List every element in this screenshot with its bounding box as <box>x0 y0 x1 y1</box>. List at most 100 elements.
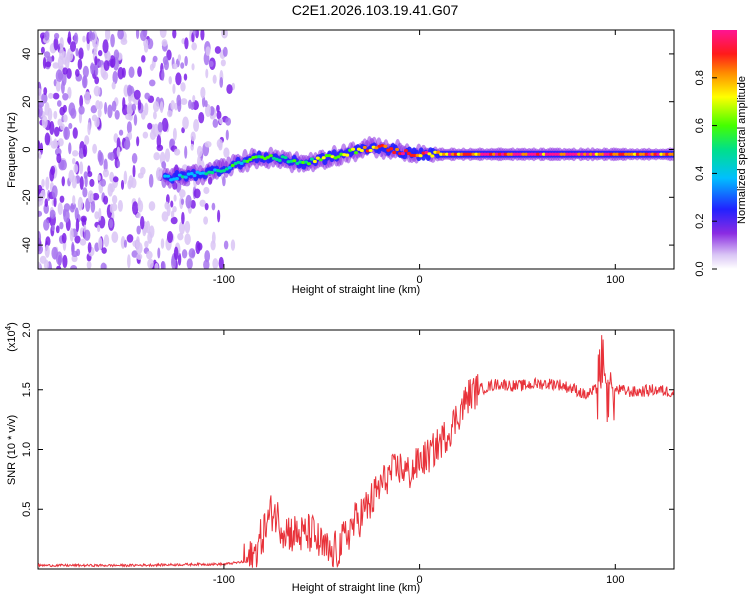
noise-blob <box>143 43 149 53</box>
ridge-core <box>594 152 599 156</box>
ridge-core <box>210 171 215 175</box>
noise-blob <box>128 175 134 188</box>
noise-blob <box>220 59 226 67</box>
noise-blob <box>133 89 141 100</box>
noise-blob <box>166 230 174 243</box>
ridge-core <box>524 152 529 156</box>
noise-blob <box>198 111 205 124</box>
svg-text:(x104): (x104) <box>4 322 18 352</box>
noise-blob <box>42 56 47 69</box>
snr-frame <box>37 329 675 570</box>
noise-blob <box>204 104 212 118</box>
ridge-core <box>354 151 358 155</box>
noise-blob <box>87 165 91 174</box>
noise-blob <box>112 176 119 183</box>
snr-y-tick-label: 2.0 <box>21 322 33 337</box>
noise-blob <box>147 258 154 269</box>
noise-blob <box>73 32 79 45</box>
noise-blob <box>212 118 219 128</box>
ridge-core <box>447 152 452 156</box>
noise-blob <box>148 173 154 188</box>
noise-blob <box>107 183 114 197</box>
ridge-core <box>580 152 585 156</box>
noise-blob <box>62 254 68 269</box>
snr-x-tick-label: 100 <box>606 574 624 586</box>
noise-blob <box>75 48 79 57</box>
ridge-core <box>538 152 543 156</box>
noise-blob <box>164 148 171 163</box>
noise-blob <box>40 46 45 54</box>
spectrogram-x-axis-title: Height of straight line (km) <box>292 284 420 296</box>
ridge-core <box>506 152 511 156</box>
spectrogram-y-tick-label: 40 <box>21 48 33 60</box>
ridge-mid <box>425 153 431 161</box>
noise-blob <box>51 224 55 232</box>
noise-blob <box>188 99 192 109</box>
noise-blob <box>94 55 98 66</box>
noise-blob <box>117 30 124 40</box>
noise-blob <box>141 55 146 63</box>
noise-blob <box>111 231 119 243</box>
noise-blob <box>222 46 228 57</box>
noise-blob <box>103 158 108 173</box>
noise-blob <box>175 72 182 86</box>
noise-blob <box>92 192 100 201</box>
noise-blob <box>216 104 220 113</box>
noise-blob <box>92 143 98 154</box>
ridge-core <box>166 174 171 178</box>
noise-blob <box>178 189 186 198</box>
ridge-core <box>629 152 634 156</box>
snr-x-tick-label: -100 <box>213 574 235 586</box>
noise-blob <box>44 198 49 208</box>
colorbar-gradient <box>712 30 737 269</box>
ridge-core <box>265 155 270 159</box>
ridge-core <box>500 152 505 156</box>
noise-blob <box>52 92 60 100</box>
noise-blob <box>204 203 209 211</box>
noise-blob <box>53 140 59 148</box>
noise-blob <box>113 49 120 61</box>
snr-series-line <box>38 335 674 569</box>
ridge-core <box>459 152 464 156</box>
ridge-core <box>671 152 674 156</box>
noise-blob <box>173 194 177 202</box>
noise-blob <box>110 33 115 48</box>
noise-blob <box>111 81 116 90</box>
noise-blob <box>111 194 118 204</box>
noise-blob <box>41 178 45 188</box>
ridge-core <box>480 152 485 156</box>
noise-blob <box>225 117 232 126</box>
noise-blob <box>104 30 111 41</box>
noise-blob <box>186 258 193 269</box>
spectrogram-x-tick-label: 100 <box>606 274 624 286</box>
noise-blob <box>153 152 161 161</box>
ridge-core <box>474 152 479 156</box>
noise-blob <box>107 104 113 119</box>
noise-blob <box>126 102 134 116</box>
noise-blob <box>103 195 109 205</box>
ridge-core <box>356 147 361 151</box>
noise-blob <box>38 230 42 244</box>
ridge-core <box>574 152 579 156</box>
noise-blob <box>63 209 70 223</box>
noise-blob <box>77 58 83 70</box>
ridge-core <box>612 152 617 156</box>
ridge-core <box>656 152 661 156</box>
noise-blob <box>77 196 84 211</box>
noise-blob <box>222 176 226 187</box>
noise-blob <box>170 200 174 208</box>
noise-blob <box>170 210 175 218</box>
ridge-core <box>635 152 640 156</box>
noise-blob <box>82 187 88 198</box>
ridge-core <box>315 156 320 160</box>
noise-blob <box>161 161 167 169</box>
ridge-core <box>324 154 329 158</box>
noise-blob <box>100 178 106 187</box>
ridge-core <box>183 175 188 179</box>
noise-blob <box>109 55 116 68</box>
ridge-core <box>515 152 520 156</box>
colorbar-tick-label: 0.8 <box>694 70 706 85</box>
noise-blob <box>152 111 157 120</box>
noise-blob <box>144 240 149 248</box>
ridge-core <box>533 152 538 156</box>
